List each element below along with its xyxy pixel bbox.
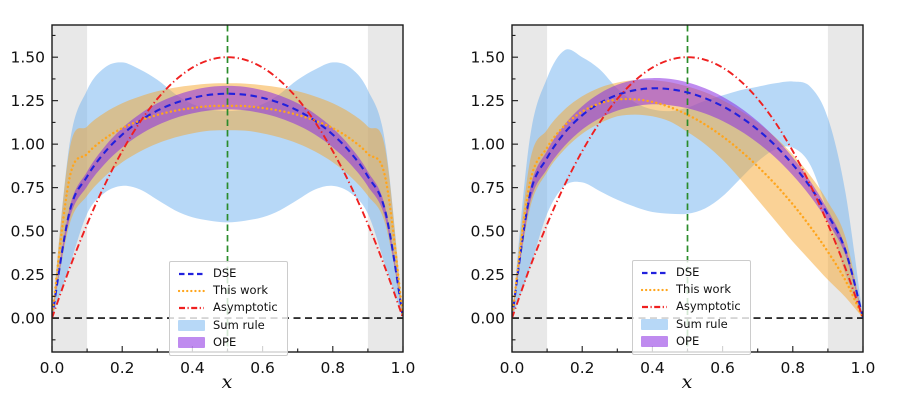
legend-right-panel: DSE This work Asymptotic Sum rule OPE [632, 260, 751, 356]
x-tick-label: 0.0 [40, 359, 65, 377]
x-tick-label: 0.6 [250, 359, 275, 377]
y-tick-label: 0.25 [470, 266, 505, 284]
y-tick-label: 0.00 [470, 310, 505, 328]
axis-ticks [511, 34, 864, 352]
curve-dse [512, 87, 863, 319]
legend-dashed-line-icon [642, 271, 667, 274]
y-tick-label: 1.00 [10, 136, 45, 154]
legend-label: Sum rule [676, 316, 728, 331]
legend-dotted-line-icon [641, 288, 668, 291]
curve-this-work [512, 97, 863, 320]
legend-label: Asymptotic [213, 300, 278, 315]
legend-item: This work [178, 283, 278, 298]
legend-item: Asymptotic [178, 301, 278, 314]
legend-patch-icon [178, 336, 205, 348]
curve-asymptotic [512, 56, 863, 319]
y-tick-label: 0.75 [470, 179, 505, 197]
x-axis-label-left: x [221, 371, 233, 393]
y-tick-label: 0.50 [10, 223, 45, 241]
y-tick-label: 0.00 [10, 310, 45, 328]
y-tick-label: 0.25 [10, 266, 45, 284]
x-tick-label: 0.4 [640, 359, 665, 377]
legend-dotted-line-icon [178, 289, 205, 292]
x-tick-label: 1.0 [391, 359, 416, 377]
legend-label: OPE [676, 333, 700, 348]
band-ope [512, 78, 863, 319]
x-tick-label: 0.4 [180, 359, 205, 377]
curve-dse [52, 92, 403, 319]
curve-this-work [52, 104, 403, 320]
curve-asymptotic [52, 56, 403, 319]
y-tick-label: 0.50 [470, 223, 505, 241]
plot-area-left [52, 25, 403, 352]
legend-label: Sum rule [213, 317, 265, 332]
legend-patch-icon [641, 335, 668, 347]
y-tick-label: 1.50 [10, 49, 45, 67]
legend-item: Asymptotic [641, 300, 741, 313]
legend-patch-icon [641, 318, 668, 330]
legend-dashdot-line-icon [642, 305, 667, 309]
legend-item: DSE [641, 265, 741, 279]
x-axis-label-right: x [681, 371, 693, 393]
legend-label: DSE [213, 266, 237, 280]
axis-ticks [51, 34, 404, 352]
x-tick-label: 0.6 [710, 359, 735, 377]
x-tick-label: 1.0 [851, 359, 876, 377]
legend-label: OPE [213, 334, 237, 349]
legend-item: This work [641, 282, 741, 297]
legend-patch-icon [178, 319, 205, 331]
y-tick-label: 0.75 [10, 179, 45, 197]
legend-dashed-line-icon [179, 272, 204, 275]
y-tick-label: 1.50 [470, 49, 505, 67]
legend-label: This work [676, 282, 731, 297]
legend-label: This work [213, 283, 268, 298]
y-tick-label: 1.00 [470, 136, 505, 154]
legend-item: OPE [641, 333, 741, 348]
legend-item: DSE [178, 266, 278, 280]
x-tick-label: 0.2 [570, 359, 595, 377]
x-tick-label: 0.8 [780, 359, 805, 377]
x-tick-label: 0.0 [500, 359, 525, 377]
legend-left-panel: DSE This work Asymptotic Sum rule OPE [169, 261, 288, 357]
legend-item: Sum rule [178, 317, 278, 332]
x-tick-label: 0.8 [320, 359, 345, 377]
y-tick-label: 1.25 [470, 92, 505, 110]
y-tick-label: 1.25 [10, 92, 45, 110]
legend-label: Asymptotic [676, 299, 741, 314]
legend-label: DSE [676, 265, 700, 279]
band-this-work-band [52, 83, 403, 319]
legend-item: OPE [178, 334, 278, 349]
legend-dashdot-line-icon [179, 306, 204, 310]
legend-item: Sum rule [641, 316, 741, 331]
x-tick-label: 0.2 [110, 359, 135, 377]
